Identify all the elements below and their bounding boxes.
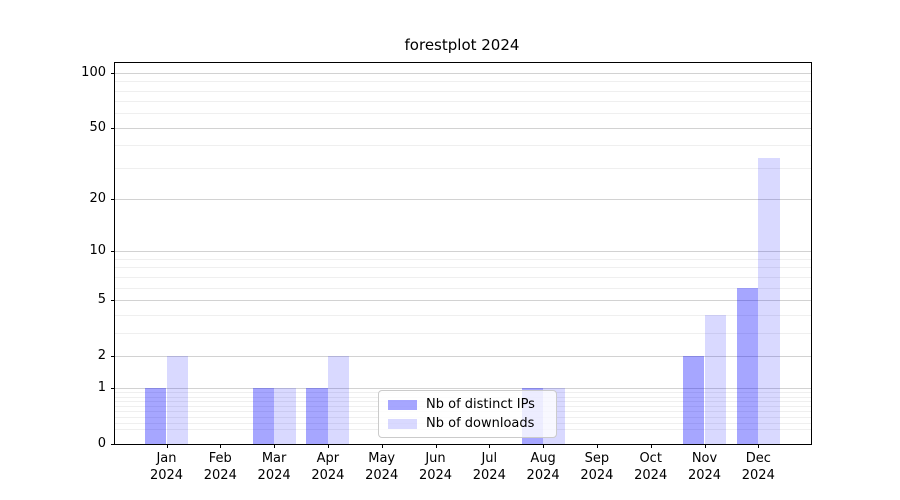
y-tick-mark (111, 72, 115, 74)
grid-minor-line (115, 276, 811, 278)
y-tick-label: 1 (97, 380, 106, 396)
bar-downloads (704, 314, 727, 444)
grid-minor-line (115, 314, 811, 316)
x-tick-mark (543, 444, 545, 448)
plot-area: Nb of distinct IPs Nb of downloads 0 1 2 5 10… (81, 62, 812, 483)
y-tick-label: 20 (89, 191, 106, 207)
bar-distinct-ips (252, 388, 275, 444)
bar-downloads (166, 355, 189, 444)
x-tick-label: Sep 2024 (580, 451, 614, 483)
grid-minor-line (115, 113, 811, 115)
x-tick-mark (381, 444, 383, 448)
y-tick-mark (111, 388, 115, 390)
x-tick-label: Apr 2024 (311, 451, 345, 483)
x-tick-mark (166, 444, 168, 448)
grid-minor-line (115, 90, 811, 92)
legend-swatch-icon (388, 418, 417, 429)
x-tick-label: Jun 2024 (418, 451, 453, 483)
legend-swatch-icon (388, 399, 417, 410)
y-tick-label: 50 (89, 119, 106, 135)
bar-downloads (327, 355, 350, 444)
grid-major-line (115, 388, 811, 390)
x-tick-label: Jan 2024 (149, 451, 184, 483)
legend: Nb of distinct IPs Nb of downloads (378, 390, 557, 438)
grid-major-line (115, 127, 811, 129)
grid-minor-line (115, 81, 811, 83)
bar-distinct-ips (144, 388, 167, 444)
x-tick-label: Feb 2024 (203, 451, 237, 483)
x-tick-mark (274, 444, 276, 448)
x-tick-label: Oct 2024 (634, 451, 668, 483)
bar-downloads (758, 158, 780, 444)
legend-row: Nb of distinct IPs (388, 398, 547, 411)
y-tick-mark (111, 299, 115, 301)
x-tick-mark (650, 444, 652, 448)
x-tick-label: Nov 2024 (687, 451, 722, 483)
grid-minor-line (115, 167, 811, 169)
y-tick-label: 2 (97, 347, 106, 363)
y-tick-mark (111, 127, 115, 129)
x-tick-mark (596, 444, 598, 448)
x-tick-mark (220, 444, 222, 448)
grid-major-line (115, 72, 811, 74)
y-tick-label: 5 (97, 292, 106, 308)
legend-row: Nb of downloads (388, 417, 547, 430)
chart-title: forestplot 2024 (404, 36, 520, 54)
grid-minor-line (115, 145, 811, 147)
legend-label: Nb of distinct IPs (426, 397, 535, 412)
bar-downloads (274, 388, 296, 444)
x-tick-mark (489, 444, 491, 448)
bar-distinct-ips (306, 388, 328, 444)
grid-major-line (115, 199, 811, 201)
legend-label: Nb of downloads (426, 416, 535, 431)
grid-minor-line (115, 287, 811, 289)
y-tick-mark (111, 199, 115, 201)
y-tick-mark (111, 251, 115, 253)
y-tick-mark (111, 444, 115, 445)
grid-minor-line (115, 332, 811, 334)
y-tick-label: 0 (97, 436, 106, 452)
grid-minor-line (115, 258, 811, 260)
x-tick-label: May 2024 (365, 451, 399, 483)
x-tick-label: Dec 2024 (741, 451, 775, 483)
grid-major-line (115, 299, 811, 301)
bar-distinct-ips (682, 355, 705, 444)
x-tick-mark (758, 444, 760, 448)
grid-major-line (115, 251, 811, 253)
y-tick-label: 10 (89, 243, 106, 259)
grid-minor-line (115, 101, 811, 103)
grid-major-line (115, 355, 811, 357)
grid-minor-line (115, 267, 811, 269)
x-tick-mark (435, 444, 437, 448)
x-tick-mark (327, 444, 329, 448)
bar-distinct-ips (736, 287, 759, 444)
x-tick-mark (704, 444, 706, 448)
y-tick-mark (111, 355, 115, 357)
x-tick-label: Jul 2024 (472, 451, 506, 483)
x-tick-label: Mar 2024 (257, 451, 291, 483)
y-tick-label: 100 (81, 64, 106, 80)
x-tick-label: Aug 2024 (526, 451, 560, 483)
